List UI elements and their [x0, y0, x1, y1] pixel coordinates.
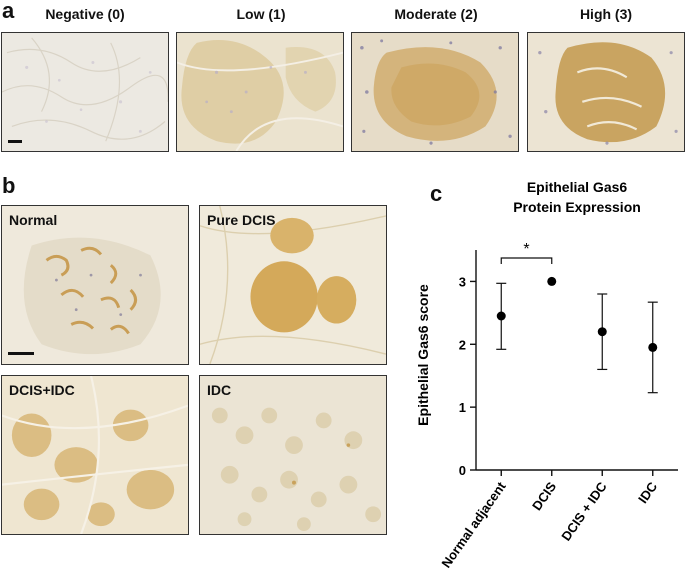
gas6-score-chart: Epithelial Gas6 Protein Expression Epithe… — [415, 179, 678, 571]
y-tick-label: 1 — [459, 400, 466, 415]
x-tick-label: IDC — [635, 479, 660, 506]
y-tick-label: 2 — [459, 337, 466, 352]
scale-bar-a — [8, 140, 22, 143]
x-tick-label: DCIS + IDC — [558, 479, 610, 544]
data-point — [648, 342, 658, 352]
significance-label: * — [523, 241, 529, 258]
x-tick-label: DCIS — [529, 479, 559, 513]
y-tick-label: 0 — [459, 463, 466, 478]
ihc-image-pure-dcis: Pure DCIS — [199, 205, 387, 365]
image-title-high: High (3) — [579, 6, 633, 22]
chart-title: Epithelial Gas6 Protein Expression — [513, 179, 641, 215]
ihc-image-dcis-idc: DCIS+IDC — [1, 375, 189, 535]
ihc-image-high — [527, 32, 685, 152]
y-axis-label: Epithelial Gas6 score — [415, 284, 431, 426]
image-title-moderate: Moderate (2) — [394, 6, 478, 22]
tile-label-normal: Normal — [9, 212, 58, 228]
y-tick-label: 3 — [459, 274, 466, 289]
panel-c-letter: c — [430, 181, 443, 206]
scale-bar-b — [8, 352, 34, 355]
data-point — [597, 327, 607, 337]
ihc-image-normal: Normal — [1, 205, 189, 365]
tile-label-idc: IDC — [207, 382, 232, 398]
tile-label-dcis-idc: DCIS+IDC — [9, 382, 75, 398]
ihc-image-idc: IDC — [199, 375, 387, 535]
chart-title-line: Protein Expression — [513, 199, 641, 215]
image-title-low: Low (1) — [236, 6, 286, 22]
chart-title-line: Epithelial Gas6 — [527, 179, 628, 195]
image-title-negative: Negative (0) — [45, 6, 125, 22]
tile-label-pure-dcis: Pure DCIS — [207, 212, 276, 228]
x-tick-label: Normal adjacent — [438, 479, 509, 571]
data-point — [547, 276, 557, 286]
panel-a-letter: a — [2, 0, 15, 23]
ihc-image-low — [176, 32, 344, 152]
data-point — [496, 311, 506, 321]
significance-bracket — [500, 257, 553, 264]
ihc-image-moderate — [351, 32, 519, 152]
ihc-image-negative — [1, 32, 169, 152]
panel-b-letter: b — [2, 173, 16, 198]
